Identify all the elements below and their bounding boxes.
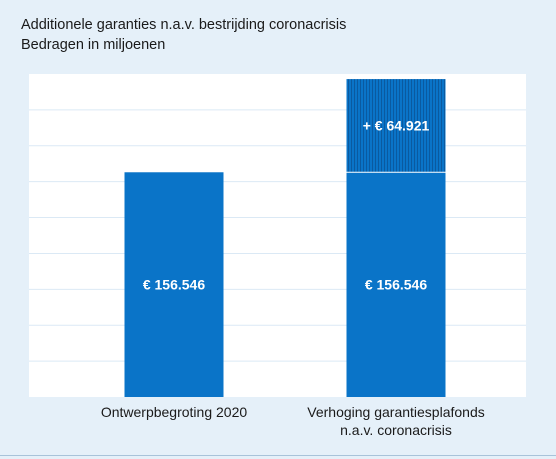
bar-increase <box>346 79 446 173</box>
bar-value-label: € 156.546 <box>143 277 205 293</box>
x-tick-label: n.a.v. coronacrisis <box>340 422 452 438</box>
x-tick-label: Verhoging garantiesplafonds <box>307 404 484 420</box>
x-tick-label: Ontwerpbegroting 2020 <box>101 404 248 420</box>
chart-subtitle: Bedragen in miljoenen <box>21 37 166 53</box>
data-labels: € 156.546 € 156.546 + € 64.921 <box>143 118 430 293</box>
chart-header: Additionele garanties n.a.v. bestrijding… <box>21 15 346 55</box>
bottom-rule <box>0 455 556 456</box>
bar-base <box>124 172 224 397</box>
bar-base <box>346 172 446 397</box>
x-axis-labels: Ontwerpbegroting 2020 Verhoging garanties… <box>101 404 485 438</box>
chart-title: Additionele garanties n.a.v. bestrijding… <box>21 17 347 33</box>
increase-value-label: + € 64.921 <box>363 118 430 134</box>
plot-area <box>29 74 526 397</box>
bars <box>124 79 446 397</box>
bar-value-label: € 156.546 <box>365 277 427 293</box>
